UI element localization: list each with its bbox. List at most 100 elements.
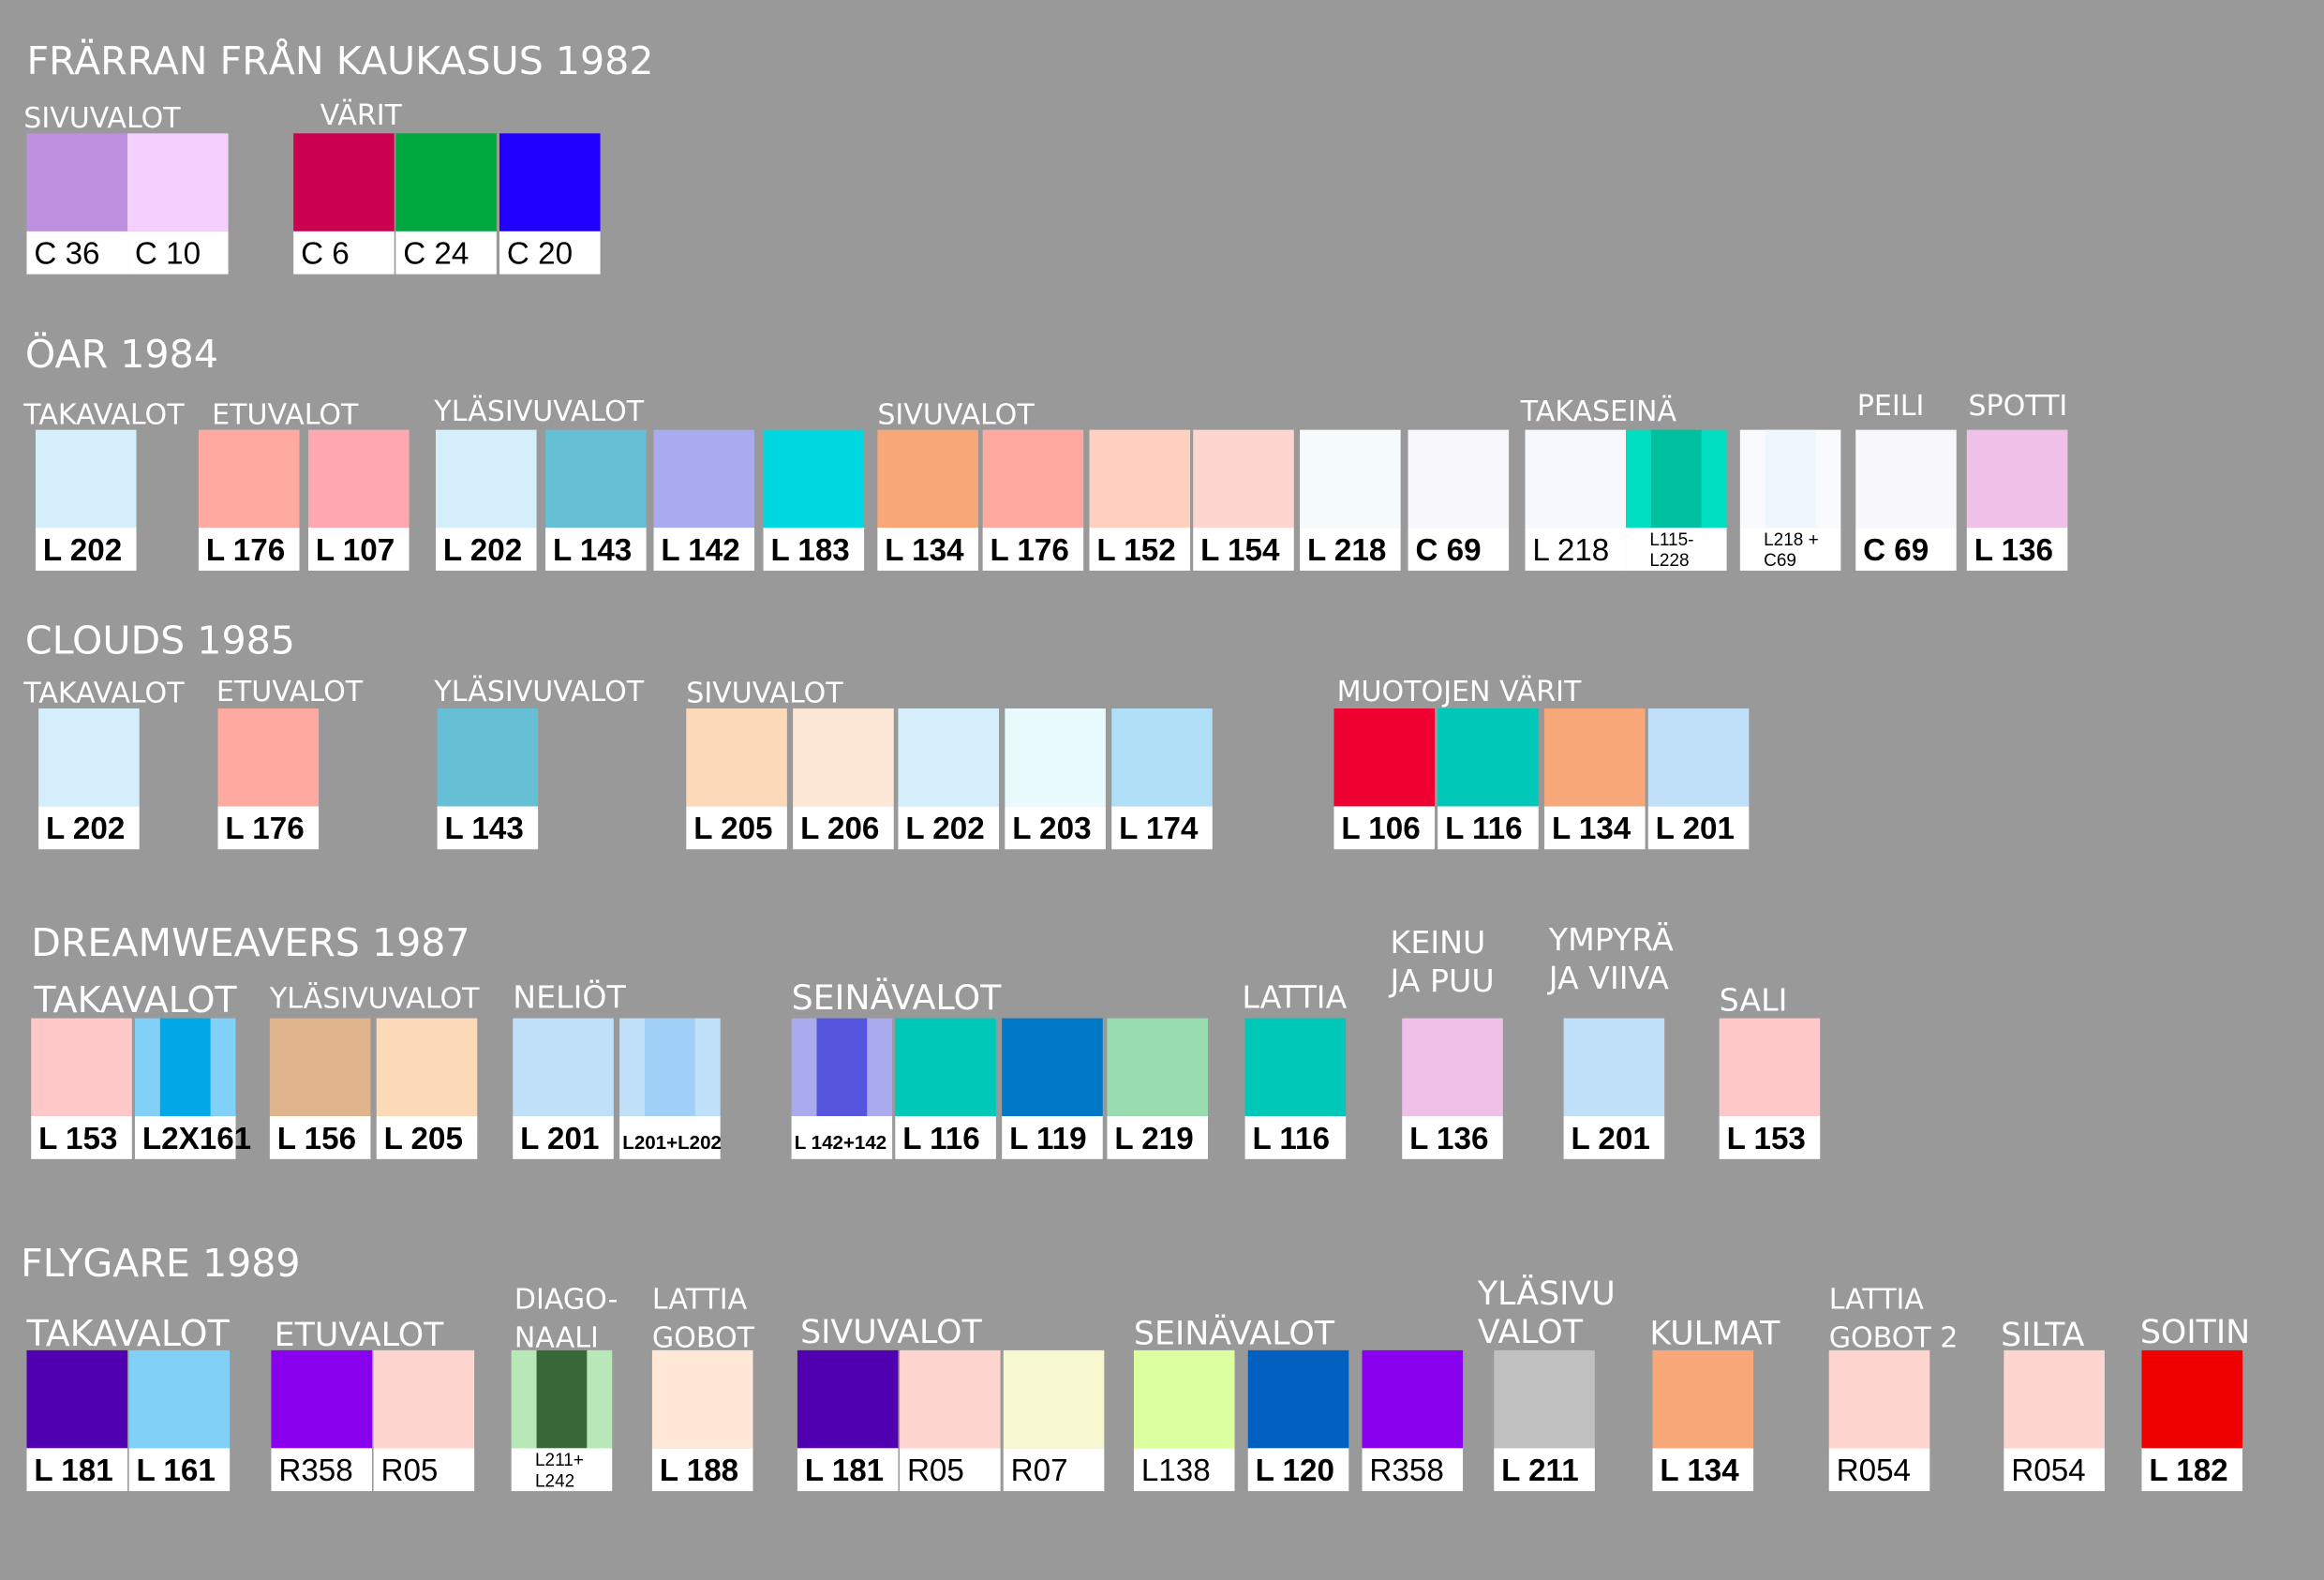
swatch bbox=[395, 133, 497, 231]
label-band bbox=[653, 528, 755, 571]
label-band bbox=[1828, 1448, 1930, 1492]
swatch-code: L218 + bbox=[1764, 530, 1819, 550]
group-label: SILTA bbox=[2001, 1317, 2084, 1354]
swatch bbox=[1362, 1349, 1464, 1449]
label-band bbox=[1002, 1115, 1103, 1159]
swatch-code: L 116 bbox=[1445, 812, 1522, 846]
swatch-code: L 205 bbox=[693, 812, 772, 846]
swatch bbox=[1247, 1349, 1349, 1449]
swatch-code: R358 bbox=[1369, 1453, 1443, 1488]
swatch bbox=[198, 429, 300, 529]
group-label: TAKAVALOT bbox=[22, 398, 185, 431]
swatch bbox=[307, 429, 410, 529]
label-band bbox=[1652, 1448, 1754, 1492]
swatch-code: L 176 bbox=[991, 533, 1069, 568]
group-label: LATTIA bbox=[1829, 1284, 1925, 1317]
swatch-code: L 181 bbox=[805, 1453, 884, 1488]
label-band bbox=[376, 1115, 478, 1159]
swatch bbox=[686, 708, 787, 807]
group-label: YLÄSIVUVALOT bbox=[433, 675, 644, 708]
swatch-code: L 202 bbox=[905, 812, 984, 846]
swatch-code: L 202 bbox=[43, 533, 122, 568]
group-label: MUOTOJEN VÄRIT bbox=[1337, 675, 1582, 708]
group-label: SIVUVALOT bbox=[686, 678, 843, 710]
label-band bbox=[1544, 806, 1646, 850]
swatch-code: L 202 bbox=[443, 533, 522, 568]
swatch bbox=[217, 708, 320, 807]
group-label: SEINÄVALOT bbox=[1134, 1314, 1335, 1353]
label-band bbox=[763, 528, 865, 571]
swatch-inner bbox=[645, 1018, 695, 1116]
group-label: GOBOT 2 bbox=[1829, 1322, 1959, 1355]
swatch-code: L201+L202 bbox=[622, 1132, 722, 1154]
swatch bbox=[1647, 708, 1750, 807]
label-band bbox=[651, 1448, 753, 1492]
swatch-code: L 161 bbox=[137, 1453, 216, 1488]
label-band bbox=[1111, 806, 1213, 850]
swatch-inner bbox=[1765, 429, 1816, 529]
label-band bbox=[1133, 1448, 1235, 1492]
group-label: ETUVALOT bbox=[212, 398, 359, 431]
swatch bbox=[26, 133, 128, 231]
swatch bbox=[2004, 1349, 2105, 1449]
label-band bbox=[1005, 806, 1106, 850]
swatch bbox=[436, 429, 537, 529]
swatch bbox=[1855, 429, 1957, 529]
swatch bbox=[898, 708, 1000, 807]
swatch-code: C 69 bbox=[1415, 533, 1481, 568]
swatch-code: C69 bbox=[1764, 551, 1796, 571]
swatch bbox=[1966, 429, 2068, 529]
label-band bbox=[1647, 806, 1750, 850]
label-band bbox=[898, 806, 1000, 850]
swatch bbox=[1111, 708, 1213, 807]
swatch bbox=[1002, 1018, 1103, 1116]
swatch bbox=[1333, 708, 1436, 807]
group-label: TAKAVALOT bbox=[22, 678, 185, 710]
label-band bbox=[437, 806, 539, 850]
label-band bbox=[793, 806, 894, 850]
section-title: CLOUDS 1985 bbox=[25, 618, 295, 663]
swatch-code: L 183 bbox=[770, 533, 849, 568]
swatch-code: L 182 bbox=[2149, 1453, 2227, 1488]
swatch-code: L 153 bbox=[38, 1122, 117, 1156]
label-band bbox=[791, 1115, 893, 1159]
swatch bbox=[35, 429, 137, 529]
label-band bbox=[619, 1115, 721, 1159]
swatch-code: R054 bbox=[2011, 1453, 2085, 1488]
group-label: KEINU bbox=[1391, 924, 1486, 961]
label-band bbox=[797, 1448, 899, 1492]
section-title: FLYGARE 1989 bbox=[21, 1241, 300, 1286]
swatch-code: L 143 bbox=[553, 533, 632, 568]
swatch bbox=[1563, 1018, 1665, 1116]
group-label: SPOTTI bbox=[1968, 390, 2067, 423]
swatch bbox=[499, 133, 601, 231]
label-band bbox=[1408, 528, 1510, 571]
swatch-code: L228 bbox=[1649, 551, 1689, 571]
swatch bbox=[513, 1018, 614, 1116]
swatch bbox=[1402, 1018, 1503, 1116]
group-label: LATTIA bbox=[652, 1284, 748, 1317]
swatch bbox=[271, 1349, 372, 1449]
swatch-code: L 201 bbox=[1656, 812, 1735, 846]
swatch bbox=[1828, 1349, 1930, 1449]
swatch-code: L 188 bbox=[660, 1453, 738, 1488]
swatch-code: R05 bbox=[380, 1453, 438, 1488]
group-label: PEILI bbox=[1857, 390, 1925, 423]
swatch-code: L2X161 bbox=[142, 1122, 251, 1156]
swatch bbox=[793, 708, 894, 807]
group-label: VÄRIT bbox=[320, 98, 403, 132]
swatch-code: L 181 bbox=[34, 1453, 112, 1488]
swatch-code: L211+ bbox=[535, 1451, 584, 1470]
swatch-code: C 10 bbox=[135, 237, 201, 272]
swatch-code: C 6 bbox=[301, 237, 350, 272]
swatch-code: L 142+142 bbox=[795, 1132, 886, 1154]
label-band bbox=[26, 231, 128, 275]
swatch-code: C 36 bbox=[34, 237, 99, 272]
label-band bbox=[1402, 1115, 1503, 1159]
swatch bbox=[651, 1349, 753, 1449]
swatch bbox=[895, 1018, 996, 1116]
label-band bbox=[1244, 1115, 1347, 1159]
swatch-code: L 201 bbox=[1572, 1122, 1650, 1156]
swatch bbox=[38, 708, 140, 807]
